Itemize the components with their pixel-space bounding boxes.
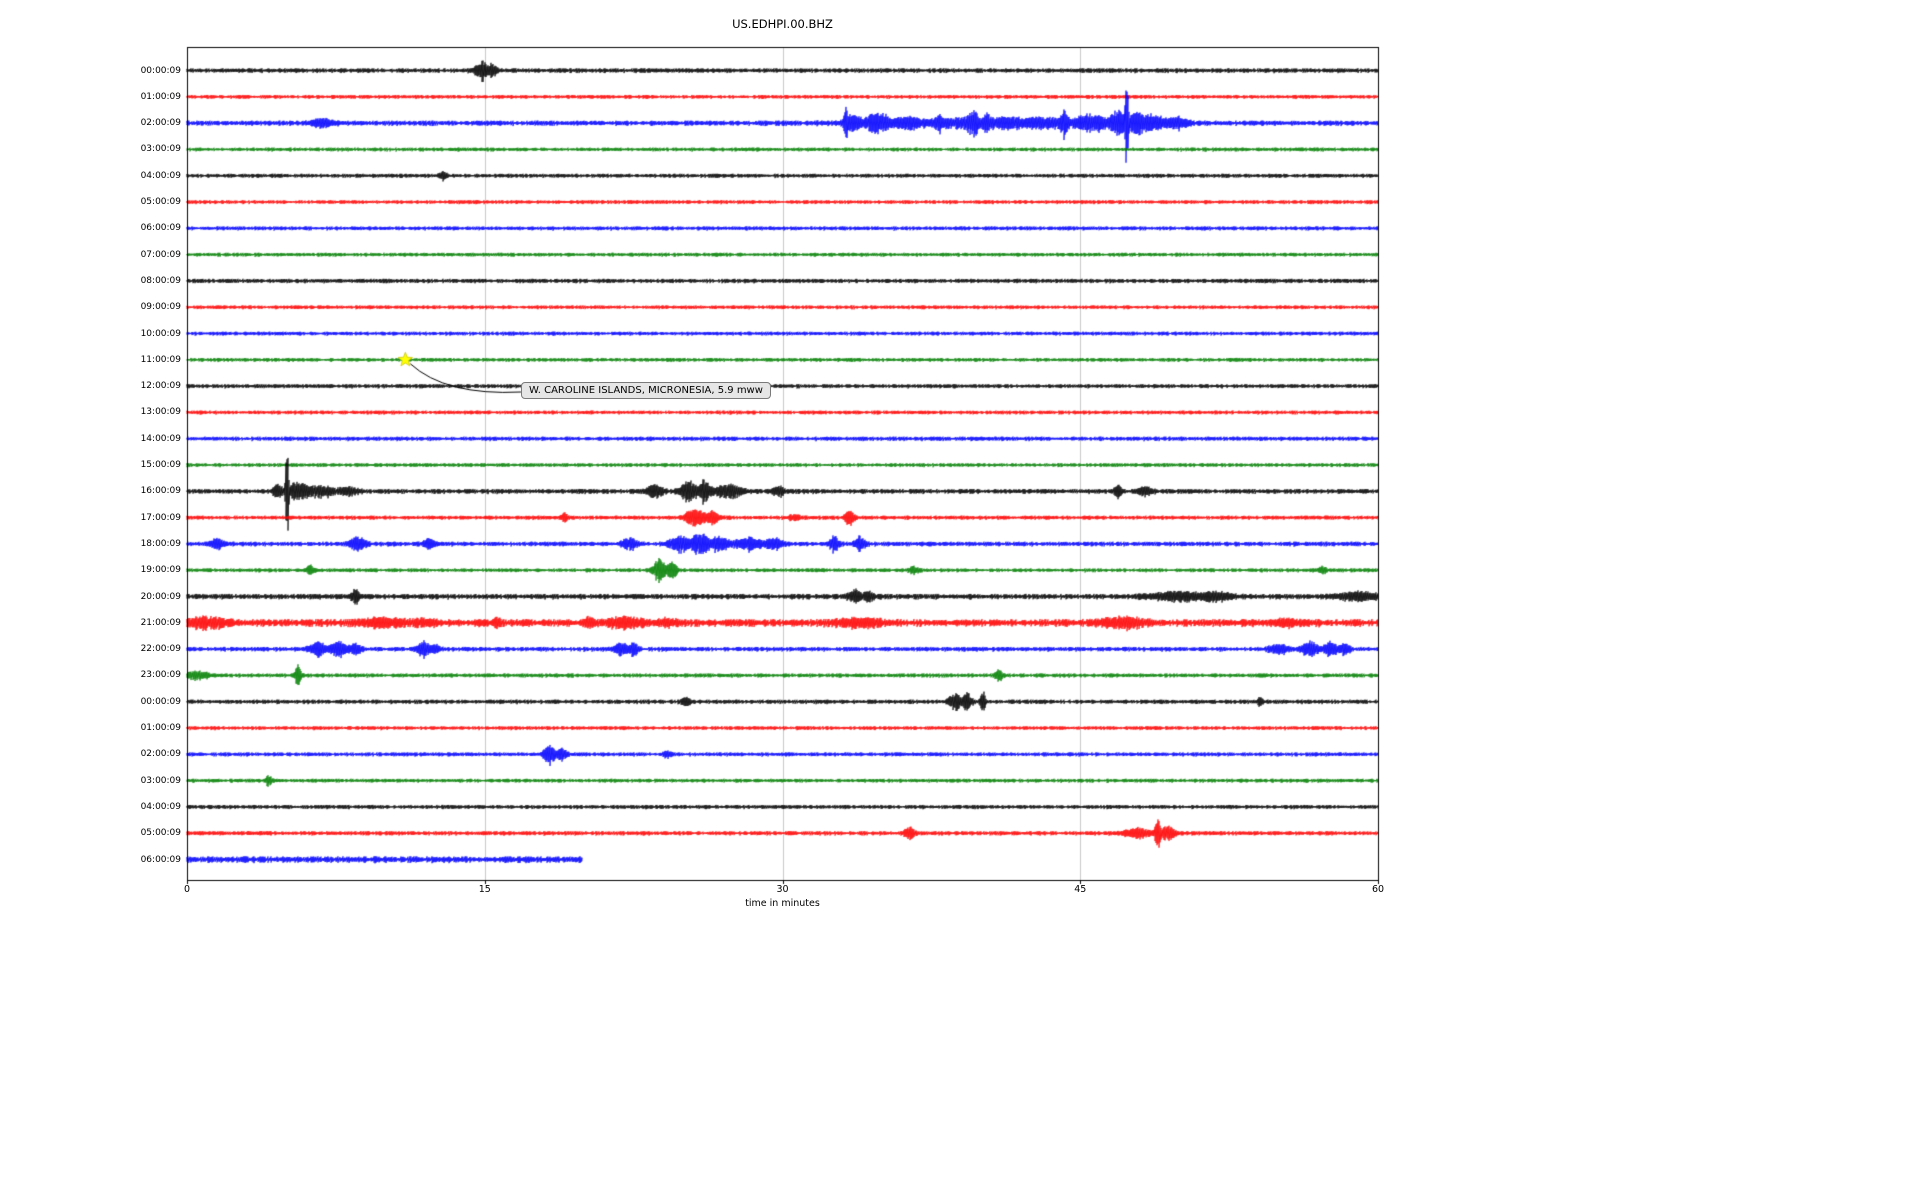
- page-title: US.EDHPI.00.BHZ: [732, 17, 833, 31]
- x-axis-label: time in minutes: [745, 898, 820, 909]
- event-annotation: W. CAROLINE ISLANDS, MICRONESIA, 5.9 mww: [521, 382, 771, 399]
